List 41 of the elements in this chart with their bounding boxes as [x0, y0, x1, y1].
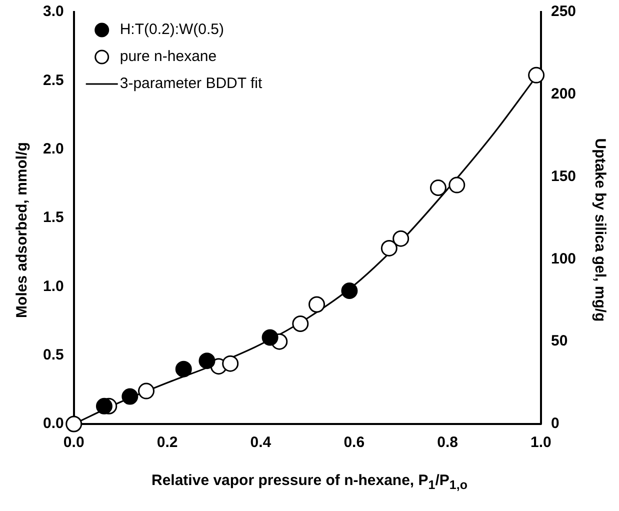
y2-tick-label: 200 [550, 86, 576, 103]
point [198, 352, 216, 370]
point [380, 240, 398, 256]
point [262, 329, 278, 346]
point [341, 282, 358, 300]
x-tick-label: 1.0 [530, 434, 552, 452]
legend-label: H:T(0.2):W(0.5) [120, 21, 224, 38]
point [122, 388, 138, 405]
x-tick-label: 0.0 [63, 434, 84, 452]
y-tick-label: 1.5 [42, 209, 64, 226]
legend-label: pure n-hexane [120, 48, 217, 66]
point [292, 315, 309, 332]
point [96, 398, 112, 414]
point [175, 360, 192, 378]
x-tick-label: 0.8 [437, 434, 458, 452]
y2-axis-title: Uptake by silica gel, mg/g [592, 138, 608, 322]
y2-tick-label: 0 [550, 415, 560, 432]
x-tick-label: 0.2 [156, 434, 178, 452]
y2-tick-label: 250 [550, 3, 576, 20]
x-axis-title: Relative vapor pressure of n-hexane, P$_{1}$/P$_{1,o}$ [150, 472, 468, 492]
legend-label: 3-parameter BDDT fit [120, 75, 263, 92]
x-tick-label: 0.6 [344, 434, 365, 452]
y-axis-title: Moles adsorbed, mmol/g [14, 142, 30, 318]
point [528, 66, 545, 84]
point [138, 382, 155, 400]
x-tick-label: 0.4 [250, 434, 272, 452]
y2-tick-label: 100 [550, 250, 576, 268]
y-tick-label: 1.0 [42, 278, 64, 295]
point [430, 180, 446, 196]
point [222, 355, 239, 372]
y-tick-label: 0.5 [42, 346, 64, 364]
y-tick-label: 2.0 [42, 140, 64, 158]
point [392, 230, 410, 247]
y-tick-label: 3.0 [42, 3, 64, 20]
point [66, 416, 82, 432]
point [308, 296, 326, 313]
y-tick-label: 2.5 [42, 72, 64, 89]
y2-tick-label: 50 [550, 332, 568, 350]
y-tick-label: 0.0 [42, 415, 64, 432]
y2-tick-label: 150 [550, 168, 576, 185]
point [448, 176, 466, 194]
